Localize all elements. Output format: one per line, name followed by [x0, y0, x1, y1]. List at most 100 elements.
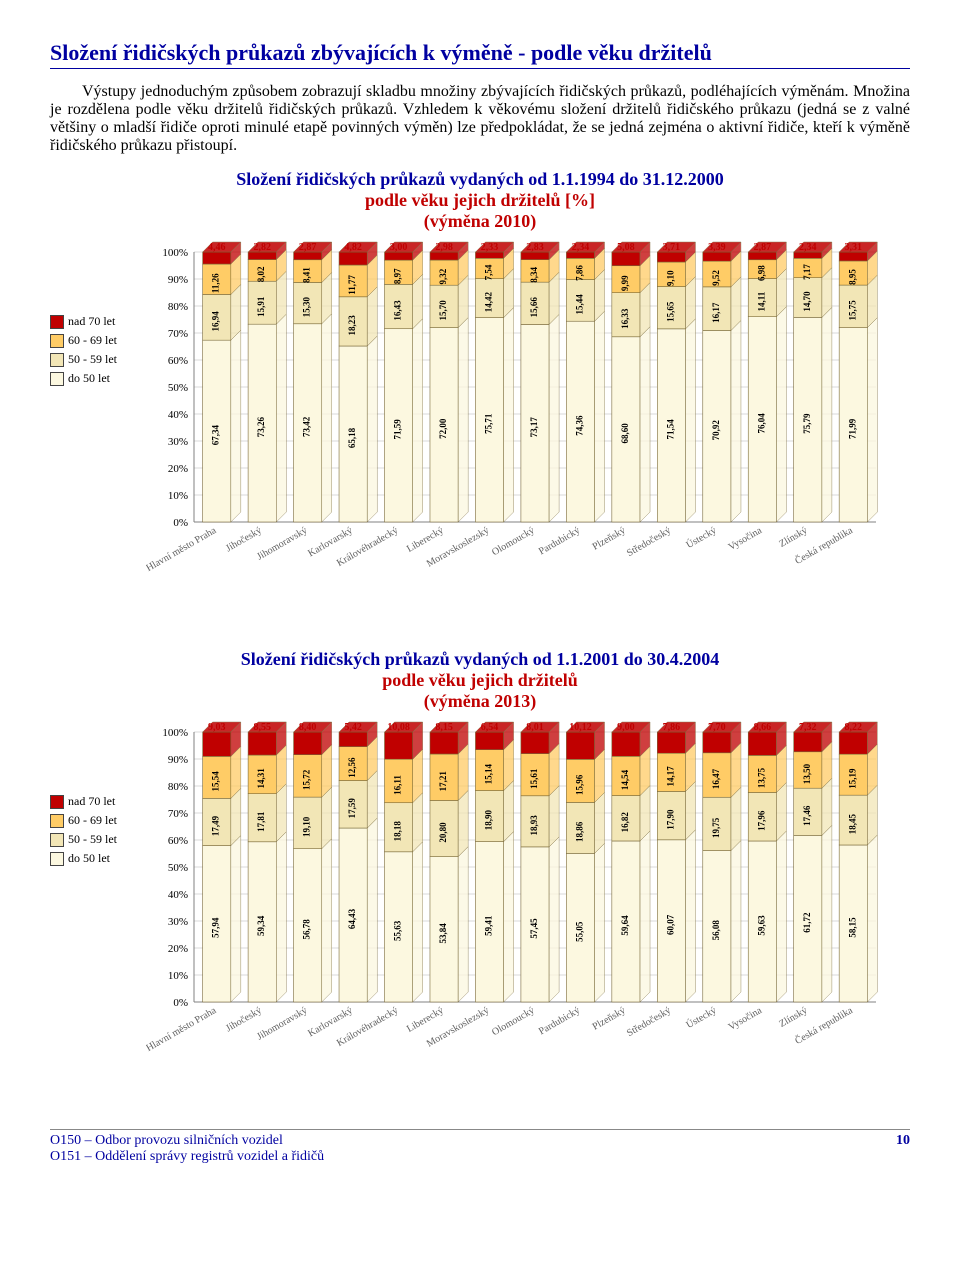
bar-value-label: 17,96	[756, 810, 766, 831]
legend-label: 50 - 59 let	[68, 832, 117, 847]
bar-value-label: 16,11	[393, 775, 403, 795]
chart-2010-block: Složení řidičských průkazů vydaných od 1…	[50, 169, 910, 619]
legend-label: do 50 let	[68, 851, 110, 866]
bar-top-label: 2,87	[754, 242, 772, 253]
legend-item: 50 - 59 let	[50, 832, 140, 847]
bar-segment	[703, 732, 731, 753]
bar-value-label: 59,64	[620, 915, 630, 936]
bar-top-label: 4,82	[344, 242, 362, 253]
bar-value-label: 9,52	[711, 270, 721, 286]
bar-value-label: 11,77	[347, 275, 357, 295]
bar-value-label: 16,82	[620, 812, 630, 833]
y-tick-label: 10%	[168, 970, 188, 982]
bar-value-label: 17,49	[211, 815, 221, 836]
bar-segment	[612, 252, 640, 266]
bar-segment	[430, 252, 458, 260]
bar-value-label: 18,23	[347, 315, 357, 336]
legend-swatch	[50, 353, 64, 367]
bar-segment	[294, 732, 322, 755]
y-tick-label: 50%	[168, 862, 188, 874]
bar-value-label: 13,75	[756, 767, 766, 788]
category-label: Vysočina	[727, 1005, 765, 1033]
bar-top-label: 5,08	[617, 242, 635, 253]
legend-swatch	[50, 814, 64, 828]
bar-value-label: 15,44	[574, 294, 584, 315]
bar-top-label: 3,00	[390, 242, 408, 253]
bar-segment	[475, 732, 503, 750]
bar-value-label: 67,34	[211, 424, 221, 445]
bar-top-label: 7,32	[799, 722, 817, 733]
legend-label: 50 - 59 let	[68, 352, 117, 367]
y-tick-label: 10%	[168, 490, 188, 502]
legend-item: 60 - 69 let	[50, 813, 140, 828]
y-tick-label: 0%	[173, 997, 188, 1009]
bar-top-label: 8,15	[435, 722, 453, 733]
bar-value-label: 71,54	[665, 419, 675, 440]
bar-top-label: 2,83	[526, 242, 544, 253]
bar-value-label: 18,86	[574, 821, 584, 842]
legend-label: nad 70 let	[68, 794, 115, 809]
category-label: Olomoucký	[490, 525, 536, 558]
bar-value-label: 16,94	[211, 311, 221, 332]
legend-item: 50 - 59 let	[50, 352, 140, 367]
chart-2013-block: Složení řidičských průkazů vydaných od 1…	[50, 649, 910, 1099]
bar-value-label: 18,90	[484, 809, 494, 830]
bar-value-label: 71,99	[847, 418, 857, 439]
bar-top-label: 2,34	[799, 242, 817, 253]
bar-value-label: 13,50	[802, 763, 812, 784]
bar-top-label: 4,46	[208, 242, 226, 253]
footer-line1: O150 – Odbor provozu silničních vozidel	[50, 1133, 324, 1149]
bar-segment	[657, 252, 685, 262]
category-label: Jihočeský	[224, 525, 264, 554]
bar-value-label: 20,80	[438, 822, 448, 843]
page-title: Složení řidičských průkazů zbývajících k…	[50, 40, 910, 69]
bar-value-label: 15,96	[574, 774, 584, 795]
y-tick-label: 30%	[168, 436, 188, 448]
bar-value-label: 17,21	[438, 771, 448, 792]
bar-value-label: 55,05	[574, 921, 584, 942]
legend-item: do 50 let	[50, 371, 140, 386]
bar-value-label: 57,45	[529, 918, 539, 939]
bar-value-label: 15,75	[847, 300, 857, 321]
bar-value-label: 60,07	[665, 914, 675, 935]
page-number: 10	[896, 1133, 910, 1165]
legend-label: do 50 let	[68, 371, 110, 386]
bar-value-label: 16,43	[393, 300, 403, 321]
legend-swatch	[50, 833, 64, 847]
bar-value-label: 14,54	[620, 769, 630, 790]
bar-value-label: 8,41	[302, 267, 312, 283]
y-tick-label: 20%	[168, 943, 188, 955]
bar-value-label: 68,60	[620, 423, 630, 444]
bar-top-label: 8,01	[526, 722, 544, 733]
bar-value-label: 11,26	[211, 273, 221, 293]
bar-top-label: 8,40	[299, 722, 317, 733]
legend-swatch	[50, 334, 64, 348]
category-label: Olomoucký	[490, 1005, 536, 1038]
bar-value-label: 75,79	[802, 413, 812, 434]
bar-value-label: 15,30	[302, 296, 312, 317]
bar-value-label: 73,42	[302, 416, 312, 437]
bar-top-label: 2,87	[299, 242, 317, 253]
category-label: Hlavní město Praha	[146, 525, 219, 574]
legend-label: 60 - 69 let	[68, 813, 117, 828]
bar-value-label: 8,95	[847, 269, 857, 285]
legend-swatch	[50, 852, 64, 866]
category-label: Liberecký	[405, 525, 446, 555]
chart-2013: 0%10%20%30%40%50%60%70%80%90%100%57,9417…	[146, 714, 886, 1094]
bar-value-label: 64,43	[347, 908, 357, 929]
bar-value-label: 7,86	[574, 265, 584, 281]
bar-value-label: 8,34	[529, 267, 539, 283]
bar-value-label: 72,00	[438, 418, 448, 439]
bar-segment	[385, 252, 413, 260]
y-tick-label: 80%	[168, 301, 188, 313]
bar-top-label: 3,71	[663, 242, 681, 253]
bar-value-label: 18,18	[393, 821, 403, 842]
bar-value-label: 17,59	[347, 798, 357, 819]
chart-2013-title-3: (výměna 2013)	[50, 691, 910, 712]
bar-segment	[748, 732, 776, 755]
y-tick-label: 40%	[168, 889, 188, 901]
chart-2010-title-2: podle věku jejich držitelů [%]	[50, 190, 910, 211]
chart-2013-title-2: podle věku jejich držitelů	[50, 670, 910, 691]
category-label: Středočeský	[625, 1005, 673, 1039]
bar-value-label: 65,18	[347, 427, 357, 448]
